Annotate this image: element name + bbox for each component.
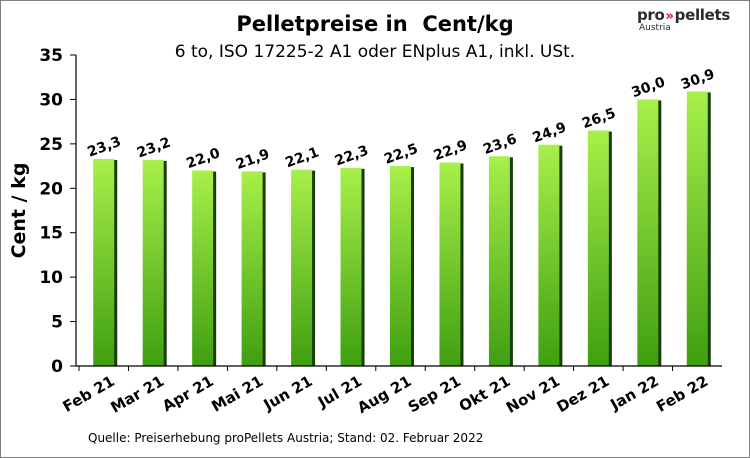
bar (390, 166, 411, 366)
chart-title: Pelletpreise in Cent/kg (236, 12, 514, 36)
data-label: 21,9 (234, 146, 272, 173)
x-tick-label: Mai 21 (208, 372, 266, 416)
bar (93, 158, 115, 366)
data-label: 26,5 (580, 105, 618, 132)
x-tick-label: Feb 21 (60, 372, 118, 416)
propellets-logo: pro»pellets Austria (637, 8, 730, 33)
x-tick-label: Apr 21 (159, 372, 216, 416)
bar (488, 156, 510, 366)
y-tick-label: 25 (39, 135, 63, 155)
logo-wordmark: pro»pellets (637, 6, 731, 24)
logo-chevrons: » (665, 9, 674, 24)
bar (291, 169, 313, 366)
bar (439, 162, 461, 366)
data-label: 22,3 (333, 143, 371, 170)
bar (637, 99, 659, 366)
logo-austria: Austria (639, 23, 671, 33)
data-label: 22,5 (382, 141, 420, 168)
source-note: Quelle: Preiserhebung proPellets Austria… (88, 431, 484, 445)
y-tick-label: 5 (51, 313, 63, 333)
chart-subtitle: 6 to, ISO 17225-2 A1 oder ENplus A1, ink… (174, 42, 576, 62)
y-tick-label: 15 (39, 224, 63, 244)
bar (686, 91, 708, 366)
data-label: 30,0 (629, 74, 667, 101)
x-tick-label: Dez 21 (554, 372, 613, 416)
bar (587, 130, 609, 366)
data-label: 24,9 (531, 120, 569, 147)
data-label: 23,3 (85, 134, 123, 161)
x-tick-label: Mar 21 (107, 372, 167, 417)
data-label: 30,9 (679, 66, 717, 93)
data-label: 23,2 (135, 135, 173, 162)
logo-pellets: pellets (674, 6, 731, 24)
x-tick-label: Aug 21 (354, 372, 414, 417)
y-tick-label: 0 (51, 357, 63, 377)
data-label: 22,0 (184, 145, 222, 172)
y-tick-label: 30 (39, 90, 63, 110)
x-tick-label: Okt 21 (456, 372, 513, 416)
data-label: 22,9 (432, 137, 470, 164)
x-tick-label: Jun 21 (260, 372, 316, 415)
y-tick-label: 35 (39, 46, 63, 66)
x-tick-label: Nov 21 (503, 372, 563, 417)
logo-pro: pro (637, 6, 665, 24)
bar (192, 170, 214, 366)
data-label: 23,6 (481, 131, 519, 158)
x-tick-label: Jan 22 (606, 372, 661, 414)
y-axis-label: Cent / kg (8, 163, 30, 259)
bar (538, 144, 560, 366)
y-tick-label: 20 (39, 179, 63, 199)
y-tick-label: 10 (39, 268, 63, 288)
bar (142, 159, 164, 366)
bar (340, 167, 362, 366)
x-tick-label: Feb 22 (653, 372, 711, 416)
x-tick-label: Sep 21 (405, 372, 464, 416)
bar (241, 171, 263, 366)
data-label: 22,1 (283, 144, 321, 171)
